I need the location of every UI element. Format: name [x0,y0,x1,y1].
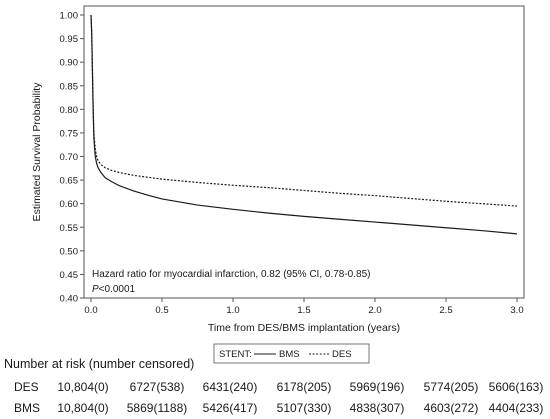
risk-cell: 10,804(0) [57,380,109,394]
x-axis-label: Time from DES/BMS implantation (years) [208,322,400,334]
series-layer [90,14,518,235]
y-tick-label: 0.75 [60,128,79,139]
x-axis-ticks: 0.0 0.5 1.0 1.5 2.0 2.5 3.0 [84,298,524,316]
y-tick-label: 0.40 [60,294,79,305]
risk-cell: 5426(417) [202,401,258,415]
risk-cell: 4404(233) [488,401,544,415]
y-tick-label: 0.80 [60,105,79,116]
series-line-bms [90,14,518,235]
legend-title: STENT: [219,349,252,360]
legend-box [213,343,370,364]
p-value-text: <0.0001 [99,284,136,295]
risk-table-title: Number at risk (number censored) [4,357,195,371]
p-value-annotation: P<0.0001 [92,284,136,295]
risk-cell: 4838(307) [349,401,405,415]
risk-row-label: DES [14,380,39,394]
plot-frame [83,5,525,299]
risk-cell: 6431(240) [202,380,258,394]
legend-label-bms: BMS [279,349,300,360]
x-tick-label: 2.0 [368,305,381,316]
risk-cell: 5107(330) [276,401,332,415]
risk-cell: 10,804(0) [57,401,109,415]
y-tick-label: 0.90 [60,58,79,69]
risk-cell: 5969(196) [349,380,405,394]
y-tick-label: 0.50 [60,246,79,257]
y-tick-label: 0.60 [60,199,79,210]
risk-row-des: DES 10,804(0) 6727(538) 6431(240) 6178(2… [0,380,550,396]
risk-row-label: BMS [14,401,41,415]
x-tick-label: 0.0 [84,305,97,316]
risk-cell: 6178(205) [276,380,332,394]
risk-cell: 5869(1188) [126,401,188,415]
risk-cell: 5774(205) [423,380,479,394]
p-value-symbol: P [92,284,99,295]
y-tick-label: 0.65 [60,176,79,187]
y-tick-label: 0.70 [60,152,79,163]
x-tick-label: 2.5 [439,305,452,316]
legend-label-des: DES [332,349,352,360]
risk-cell: 6727(538) [129,380,185,394]
x-tick-label: 1.0 [226,305,239,316]
y-axis-ticks: 0.40 0.45 0.50 0.55 0.60 0.65 0.70 0.75 0.80 0.85… [60,11,84,305]
series-line-des [90,14,518,207]
legend: STENT: BMS DES [213,343,370,364]
x-tick-label: 3.0 [510,305,523,316]
x-tick-label: 1.5 [297,305,310,316]
y-tick-label: 0.95 [60,34,79,45]
risk-row-bms: BMS 10,804(0) 5869(1188) 5426(417) 5107(… [0,401,550,417]
y-axis-label: Estimated Survival Probability [31,82,43,222]
risk-cell: 4603(272) [423,401,479,415]
risk-cell: 5606(163) [488,380,544,394]
x-tick-label: 0.5 [155,305,168,316]
y-tick-label: 0.45 [60,270,79,281]
y-tick-label: 1.00 [60,11,79,22]
y-tick-label: 0.55 [60,223,79,234]
y-tick-label: 0.85 [60,81,79,92]
hazard-ratio-annotation: Hazard ratio for myocardial infarction, … [92,269,370,280]
